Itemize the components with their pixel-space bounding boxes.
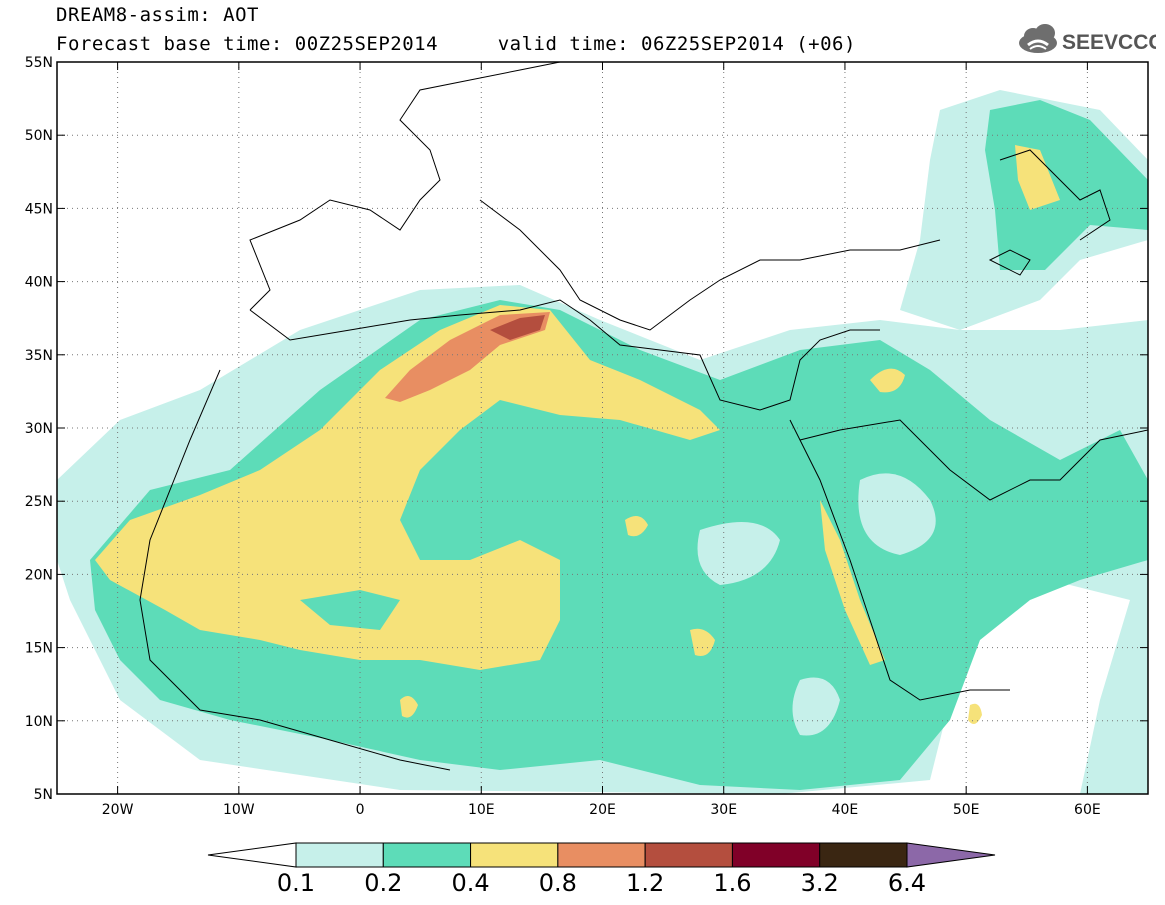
colorbar-label: 0.8 <box>539 869 577 897</box>
lat-tick-label: 30N <box>25 421 53 437</box>
lon-tick-label: 50E <box>953 802 980 818</box>
lat-tick-label: 35N <box>25 348 53 364</box>
lat-tick-label: 25N <box>25 494 53 510</box>
lon-tick-label: 30E <box>710 802 737 818</box>
lat-tick-label: 55N <box>25 55 53 71</box>
colorbar-label: 0.4 <box>451 869 489 897</box>
colorbar-box <box>819 842 908 868</box>
colorbar-label: 1.6 <box>713 869 751 897</box>
longitude-axis: 20W 10W 0 10E 20E 30E 40E 50E 60E <box>102 62 1101 818</box>
lat-tick-label: 40N <box>25 275 53 291</box>
lon-tick-label: 10W <box>223 802 255 818</box>
lat-tick-label: 20N <box>25 567 53 583</box>
lat-tick-label: 45N <box>25 201 53 217</box>
colorbar: 0.1 0.2 0.4 0.8 1.2 1.6 3.2 6.4 <box>207 842 996 897</box>
lat-tick-label: 50N <box>25 128 53 144</box>
lat-tick-label: 10N <box>25 714 53 730</box>
map-grid <box>57 62 1148 794</box>
lon-tick-label: 40E <box>832 802 859 818</box>
colorbar-label: 1.2 <box>626 869 664 897</box>
latitude-axis: 55N 50N 45N 40N 35N 30N 25N 20N 15N 10N 5N <box>25 55 1148 803</box>
colorbar-box <box>557 842 646 868</box>
lat-tick-label: 5N <box>34 787 53 803</box>
lon-tick-label: 60E <box>1074 802 1101 818</box>
colorbar-label: 0.2 <box>364 869 402 897</box>
colorbar-box <box>470 842 559 868</box>
colorbar-label: 0.1 <box>277 869 315 897</box>
colorbar-box <box>731 842 821 868</box>
lon-tick-label: 20W <box>102 802 134 818</box>
map-title: DREAM8-assim: AOT <box>56 4 259 26</box>
lon-tick-label: 10E <box>468 802 495 818</box>
cloud-icon <box>1019 24 1057 53</box>
colorbar-label: 6.4 <box>888 869 926 897</box>
seevccc-logo: SEEVCCC <box>1019 24 1156 54</box>
lon-tick-label: 20E <box>589 802 616 818</box>
colorbar-low-triangle <box>207 842 297 868</box>
logo-text: SEEVCCC <box>1062 31 1156 54</box>
lon-tick-label: 0 <box>356 802 365 818</box>
map-subtitle: Forecast base time: 00Z25SEP2014 valid t… <box>56 33 856 55</box>
colorbar-high-triangle <box>906 842 996 868</box>
colorbar-box <box>382 842 472 868</box>
lat-tick-label: 15N <box>25 641 53 657</box>
colorbar-box <box>295 842 384 868</box>
colorbar-label: 3.2 <box>801 869 839 897</box>
colorbar-box <box>644 842 733 868</box>
coastlines <box>139 61 1149 771</box>
